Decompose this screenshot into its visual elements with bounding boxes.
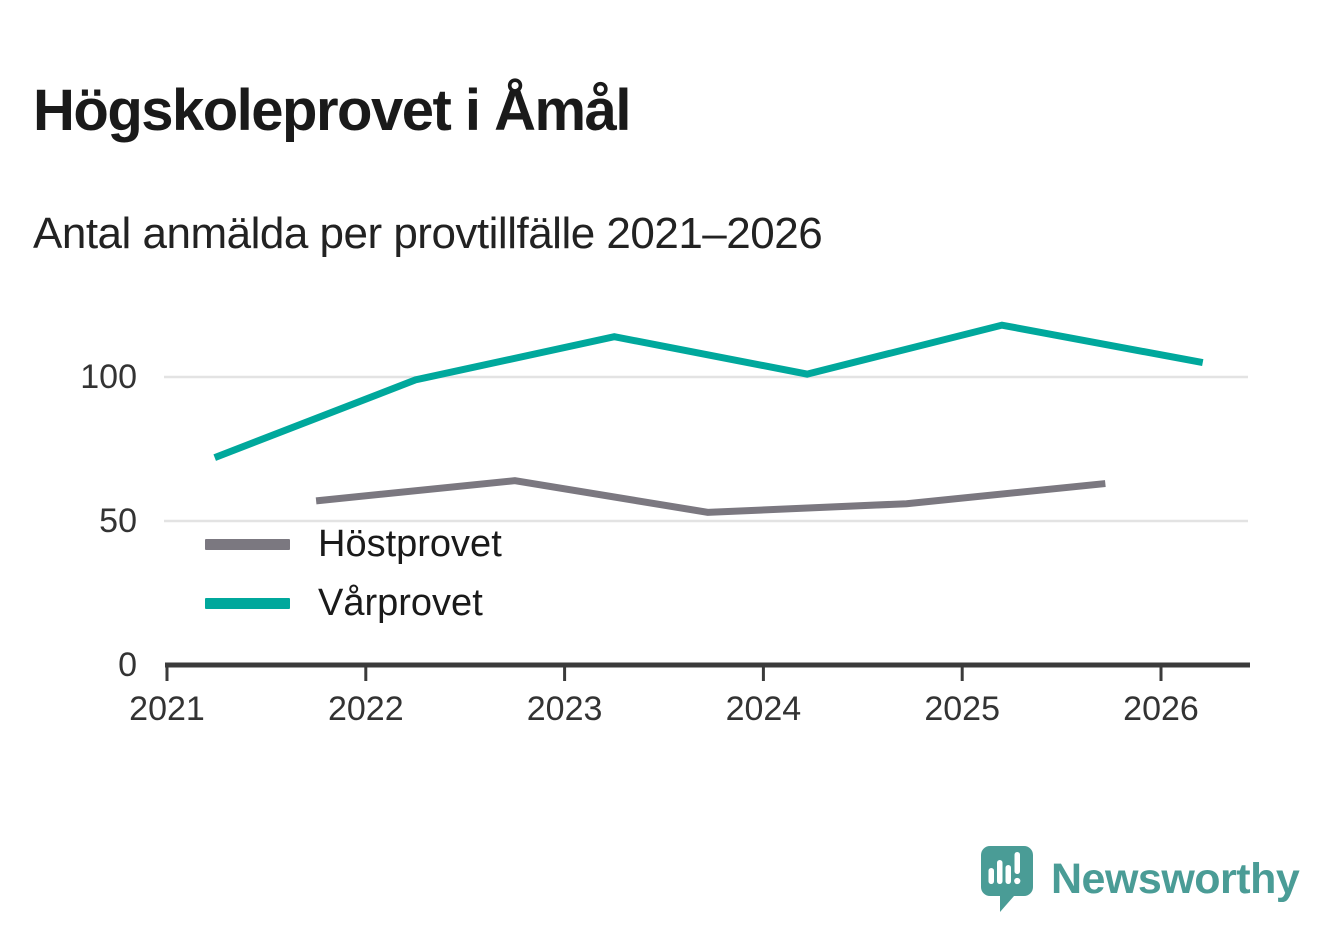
legend-item-hostprovet: Höstprovet xyxy=(205,516,502,573)
x-tick-label-2025: 2025 xyxy=(924,690,1000,728)
chart-subtitle: Antal anmälda per provtillfälle 2021–202… xyxy=(33,208,823,258)
series-line-varprovet xyxy=(213,321,1204,461)
series-line-hostprovet xyxy=(315,477,1106,516)
x-tick-label-2026: 2026 xyxy=(1123,690,1199,728)
series-lines xyxy=(213,321,1204,516)
chart-legend: Höstprovet Vårprovet xyxy=(205,516,502,632)
logo-bar-chart-glyph xyxy=(988,852,1021,885)
hostprovet-line-swatch xyxy=(205,539,290,550)
x-tick-label-2021: 2021 xyxy=(129,690,205,728)
newsworthy-logo-icon xyxy=(981,846,1033,912)
y-gridlines xyxy=(164,375,1248,523)
y-tick-label-100: 100 xyxy=(80,358,137,396)
y-tick-label-50: 50 xyxy=(99,502,137,540)
x-tick-label-2024: 2024 xyxy=(725,690,802,728)
legend-item-varprovet: Vårprovet xyxy=(205,575,502,632)
legend-label-varprovet: Vårprovet xyxy=(318,582,483,624)
x-axis xyxy=(165,662,1250,681)
x-tick-label-2022: 2022 xyxy=(327,690,404,728)
page-title: Högskoleprovet i Åmål xyxy=(33,77,631,143)
x-tick-label-2023: 2023 xyxy=(526,690,603,728)
newsworthy-wordmark: Newsworthy xyxy=(1051,854,1300,903)
varprovet-line-swatch xyxy=(205,598,290,609)
newsworthy-logo: Newsworthy xyxy=(980,845,1300,913)
y-tick-label-0: 0 xyxy=(118,646,137,684)
legend-label-hostprovet: Höstprovet xyxy=(318,523,502,565)
